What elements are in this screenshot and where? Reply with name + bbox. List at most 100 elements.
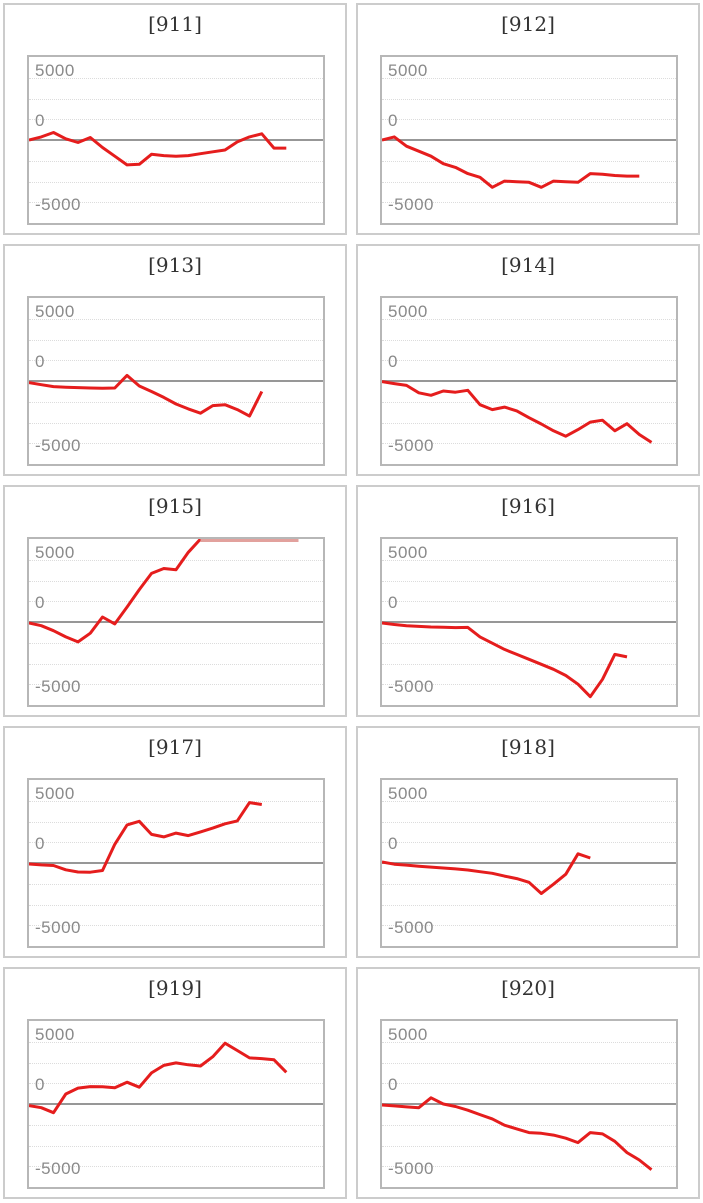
series-plot (29, 1041, 288, 1115)
gridline (29, 883, 323, 885)
y-tick-label-0: 0 (35, 1075, 45, 1094)
y-tick-label-5000: 5000 (35, 1025, 75, 1044)
y-tick-label-neg5000: -5000 (388, 918, 434, 937)
y-tick-label-neg5000: -5000 (35, 918, 81, 937)
gridline (382, 821, 676, 823)
gridline (29, 181, 323, 183)
gridline (382, 684, 676, 686)
gridline (382, 800, 676, 802)
series-line (29, 1041, 288, 1115)
gridline (382, 202, 676, 204)
plot-inner: 5000 0 -5000 (382, 57, 676, 223)
chart-tile: [912] 5000 0 -5000 (356, 3, 700, 235)
series-plot (382, 852, 591, 895)
gridline (382, 318, 676, 320)
gridline (382, 1062, 676, 1064)
zero-line (29, 1103, 323, 1105)
zero-line (382, 380, 676, 382)
gridline (29, 1041, 323, 1043)
gridline (29, 580, 323, 582)
chart-title: [915] (148, 494, 202, 518)
series-line (29, 539, 299, 644)
chart-tile: [920] 5000 0 -5000 (356, 967, 700, 1199)
series-line (29, 131, 287, 167)
plot-inner: 5000 0 -5000 (382, 1021, 676, 1187)
gridline (29, 842, 323, 844)
series-line (382, 135, 640, 189)
gridline (382, 1124, 676, 1126)
gridline (29, 443, 323, 445)
chart-tile: [918] 5000 0 -5000 (356, 726, 700, 958)
series-line (29, 801, 263, 874)
chart-title: [914] (501, 253, 555, 277)
plot-area: 5000 0 -5000 (380, 537, 678, 707)
zero-line (382, 139, 676, 141)
plot-inner: 5000 0 -5000 (29, 298, 323, 464)
series-line (382, 1096, 653, 1171)
gridline (382, 119, 676, 121)
y-tick-label-0: 0 (35, 111, 45, 130)
gridline (382, 1166, 676, 1168)
gridline (29, 684, 323, 686)
gridline (382, 663, 676, 665)
y-tick-label-0: 0 (388, 834, 398, 853)
y-tick-label-neg5000: -5000 (35, 677, 81, 696)
gridline (382, 1145, 676, 1147)
gridline (382, 1083, 676, 1085)
y-tick-label-0: 0 (388, 352, 398, 371)
chart-tile: [914] 5000 0 -5000 (356, 244, 700, 476)
y-tick-label-5000: 5000 (35, 302, 75, 321)
gridline (29, 422, 323, 424)
chart-tile: [911] 5000 0 -5000 (3, 3, 347, 235)
gridline (382, 443, 676, 445)
y-tick-label-0: 0 (35, 834, 45, 853)
chart-title: [917] (148, 735, 202, 759)
gridline (29, 1166, 323, 1168)
series-plot (29, 131, 287, 167)
chart-title: [918] (501, 735, 555, 759)
y-tick-label-neg5000: -5000 (388, 436, 434, 455)
gridline (382, 580, 676, 582)
chart-tile: [919] 5000 0 -5000 (3, 967, 347, 1199)
plot-area: 5000 0 -5000 (380, 778, 678, 948)
gridline (29, 160, 323, 162)
chart-tile: [916] 5000 0 -5000 (356, 485, 700, 717)
y-tick-label-0: 0 (35, 352, 45, 371)
charts-grid: [911] 5000 0 -5000 [912] 5000 0 -5000 [9… (3, 3, 700, 1200)
gridline (29, 1124, 323, 1126)
zero-line (29, 139, 323, 141)
y-tick-label-5000: 5000 (388, 543, 428, 562)
zero-line (382, 1103, 676, 1105)
gridline (382, 77, 676, 79)
chart-title: [919] (148, 976, 202, 1000)
gridline (382, 925, 676, 927)
gridline (382, 842, 676, 844)
chart-title: [920] (501, 976, 555, 1000)
y-tick-label-5000: 5000 (388, 1025, 428, 1044)
gridline (382, 98, 676, 100)
gridline (382, 160, 676, 162)
gridline (29, 559, 323, 561)
series-plot (382, 621, 628, 699)
plot-area: 5000 0 -5000 (27, 296, 325, 466)
chart-title: [916] (501, 494, 555, 518)
chart-title: [911] (148, 12, 202, 36)
gridline (382, 401, 676, 403)
series-plot (29, 801, 263, 874)
gridline (29, 663, 323, 665)
y-tick-label-neg5000: -5000 (35, 436, 81, 455)
y-tick-label-5000: 5000 (35, 784, 75, 803)
gridline (29, 98, 323, 100)
chart-tile: [915] 5000 0 -5000 (3, 485, 347, 717)
series-line (29, 373, 264, 418)
gridline (29, 360, 323, 362)
gridline (382, 339, 676, 341)
series-line (382, 380, 653, 444)
gridline (29, 339, 323, 341)
plot-area: 5000 0 -5000 (27, 55, 325, 225)
y-tick-label-neg5000: -5000 (388, 195, 434, 214)
gridline (382, 422, 676, 424)
gridline (382, 360, 676, 362)
gridline (382, 642, 676, 644)
y-tick-label-neg5000: -5000 (35, 1159, 81, 1178)
